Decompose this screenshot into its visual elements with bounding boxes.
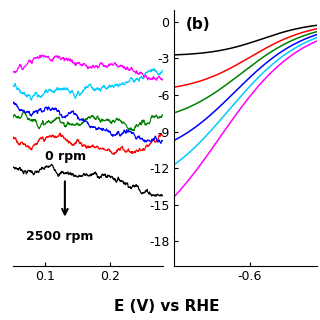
Text: E (V) vs RHE: E (V) vs RHE: [114, 299, 219, 314]
Text: (b): (b): [186, 17, 210, 32]
Text: 2500 rpm: 2500 rpm: [26, 230, 93, 243]
Text: 0 rpm: 0 rpm: [45, 150, 86, 163]
